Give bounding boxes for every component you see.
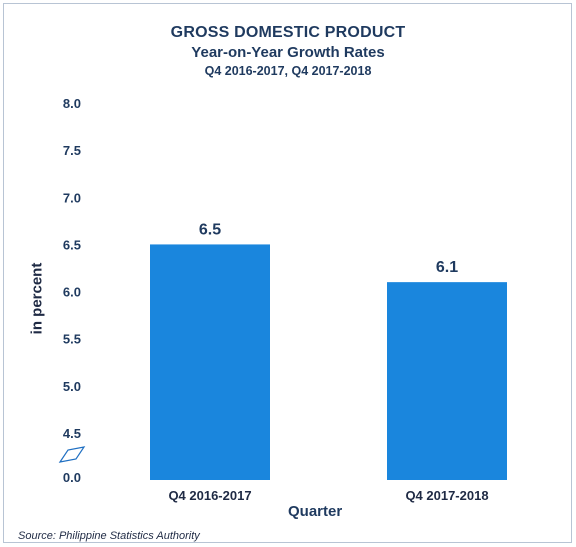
y-tick-label: 5.0 [63,379,81,394]
y-tick-label: 7.5 [63,143,81,158]
x-axis-label: Quarter [288,503,343,520]
data-label: 6.5 [199,221,221,238]
y-tick-label-origin: 0.0 [63,470,81,485]
y-tick-label: 8.0 [63,96,81,111]
chart-title: GROSS DOMESTIC PRODUCT [170,24,406,41]
chart-period: Q4 2016-2017, Q4 2017-2018 [204,64,372,78]
y-tick-label: 7.0 [63,190,81,205]
bar [387,282,507,480]
bar [150,244,270,480]
data-label: 6.1 [436,259,458,276]
source-note: Source: Philippine Statistics Authority [18,530,200,542]
x-tick-label: Q4 2016-2017 [168,488,251,503]
chart-subtitle: Year-on-Year Growth Rates [191,44,385,61]
y-tick-label: 6.0 [63,285,81,300]
y-tick-label: 6.5 [63,237,81,252]
x-tick-label: Q4 2017-2018 [405,488,488,503]
y-tick-label: 5.5 [63,332,81,347]
axis-break-icon [58,446,86,463]
y-tick-label: 4.5 [63,426,81,441]
chart-frame [3,3,572,543]
